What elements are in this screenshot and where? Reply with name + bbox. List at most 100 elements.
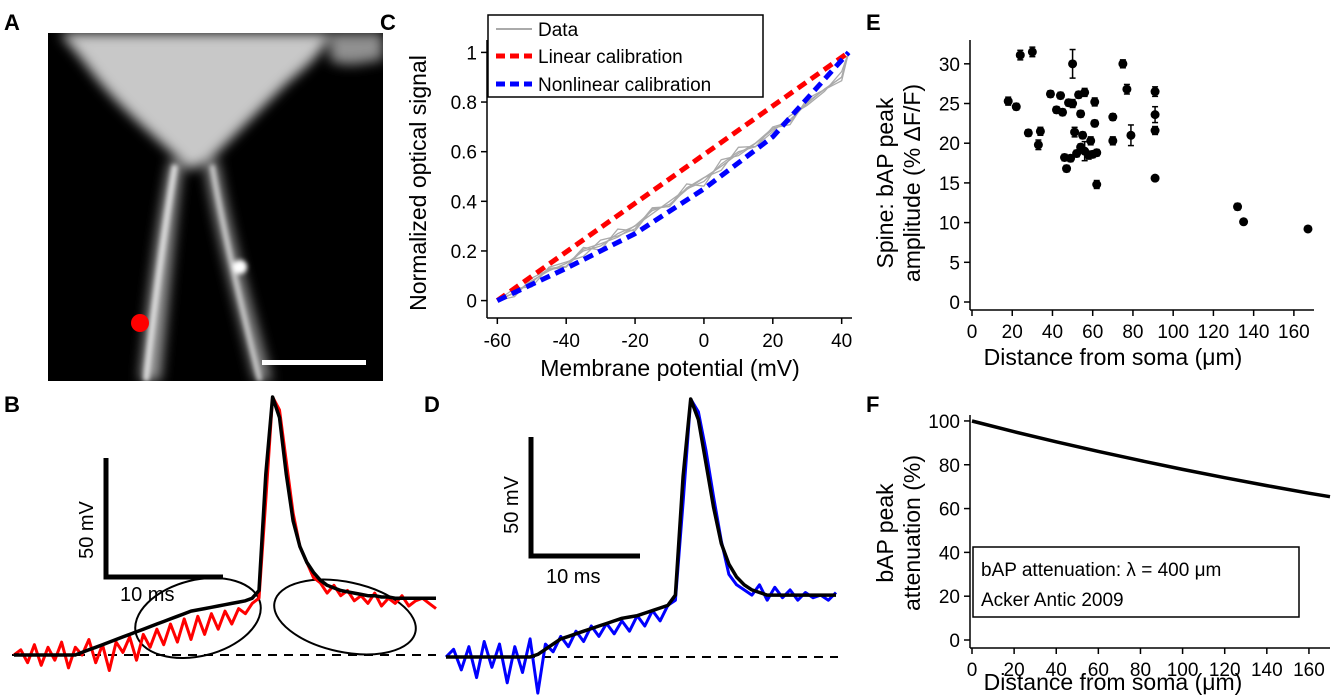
panel-e-point: [1150, 87, 1160, 97]
panel-e-ytick-label: 0: [949, 293, 960, 314]
panel-e-ytick-label: 20: [939, 134, 960, 155]
panel-e-point: [1126, 130, 1136, 140]
panel-e-point: [1233, 202, 1243, 212]
legend-label-linear: Linear calibration: [538, 47, 683, 68]
panel-e-point: [1023, 128, 1033, 138]
panel-e-point: [1090, 97, 1100, 107]
panel-e-point: [1058, 107, 1068, 117]
panel-e-ylabel-line2: amplitude (% ΔF/F): [899, 84, 925, 282]
panel-c-ytick-label: 0.4: [451, 192, 478, 213]
scalebar-b-v-label: 50 mV: [76, 500, 98, 558]
panel-f-xtick-label: 60: [1088, 660, 1109, 681]
panel-c-xtick-label: -20: [621, 331, 648, 352]
panel-c-ytick-label: 0: [466, 292, 477, 313]
panel-c-ytick-label: 0.8: [451, 93, 477, 114]
panel-e-point: [1092, 148, 1102, 158]
panel-e-point: [1118, 59, 1128, 69]
panel-c-xtick-label: 40: [831, 331, 852, 352]
panel-e-xtick-label: 20: [1002, 322, 1023, 343]
panel-e-ytick-label: 10: [939, 214, 960, 235]
panel-e-point: [1080, 87, 1090, 97]
panel-e-point: [1090, 118, 1100, 128]
panel-c-xtick-label: 0: [699, 331, 710, 352]
panel-f-xtick-label: 140: [1251, 660, 1283, 681]
panel-e-point: [1066, 153, 1076, 163]
panel-f-xtick-label: 40: [1046, 660, 1067, 681]
panel-f-xlabel: Distance from soma (μm): [984, 669, 1243, 695]
panel-c-nonlinear-line: [496, 50, 851, 303]
panel-d-fit-trace: [446, 397, 836, 659]
panel-c: Membrane potential (mV) Normalized optic…: [405, 14, 852, 381]
panel-c-legend-box: [487, 14, 764, 98]
panel-e-point: [1070, 127, 1080, 137]
scalebar-b: [103, 458, 223, 580]
panel-c-xtick-label: -40: [552, 331, 579, 352]
panel-e-point: [1150, 110, 1160, 120]
panel-e-point: [1078, 130, 1088, 140]
panel-f-xtick-label: 0: [967, 660, 978, 681]
panel-e-xtick-label: 60: [1082, 322, 1103, 343]
panel-f-ytick-label: 100: [928, 412, 960, 433]
panel-label-d: D: [424, 392, 440, 417]
panel-c-ylabel: Normalized optical signal: [405, 55, 431, 311]
panel-f-ytick-label: 20: [939, 587, 960, 608]
panel-e-point: [1027, 47, 1037, 57]
annotation-ellipse-right: [273, 578, 417, 656]
panel-c-ytick-label: 0.2: [451, 242, 477, 263]
panel-label-f: F: [866, 392, 879, 417]
panel-f-ytick-label: 40: [939, 543, 960, 564]
scale-bar: [262, 360, 366, 365]
panel-e-xtick-label: 100: [1157, 322, 1189, 343]
panel-e-xtick-label: 160: [1278, 322, 1310, 343]
panel-label-a: A: [4, 10, 20, 35]
panel-e-point: [1035, 126, 1045, 136]
panel-e-point: [1076, 109, 1086, 119]
panel-e-point: [1108, 136, 1118, 146]
legend-label-nonlinear: Nonlinear calibration: [538, 75, 711, 96]
scalebar-d-h-label: 10 ms: [546, 566, 600, 588]
panel-e-xtick-label: 40: [1042, 322, 1063, 343]
panel-f-annotation-line1: bAP attenuation: λ = 400 μm: [981, 560, 1221, 581]
panel-e-ytick-label: 15: [939, 174, 960, 195]
panel-e-point: [1092, 179, 1102, 189]
panel-e-point: [1045, 89, 1055, 99]
panel-e-point: [1150, 126, 1160, 136]
panel-f-ytick-label: 80: [939, 456, 960, 477]
panel-e-point: [1068, 59, 1078, 69]
panel-e: Distance from soma (μm) Spine: bAP peak …: [872, 40, 1314, 370]
panel-label-c: C: [380, 10, 396, 35]
panel-f-xtick-label: 80: [1130, 660, 1151, 681]
panel-e-point: [1108, 112, 1118, 122]
panel-e-xtick-label: 0: [967, 322, 978, 343]
panel-c-xlabel: Membrane potential (mV): [540, 355, 800, 381]
panel-f: Distance from soma (μm) bAP peak attenua…: [872, 412, 1331, 695]
panel-f-annotation-box: [972, 546, 1300, 618]
panel-c-linear-line: [495, 50, 851, 303]
panel-e-ytick-label: 25: [939, 95, 960, 116]
panel-f-annotation-line2: Acker Antic 2009: [981, 590, 1124, 611]
panel-c-xtick-label: 20: [762, 331, 783, 352]
panel-e-ytick-label: 30: [939, 55, 960, 76]
panel-e-point: [1150, 173, 1160, 183]
panel-f-ylabel-line2: attenuation (%): [899, 455, 925, 611]
panel-f-ytick-label: 60: [939, 500, 960, 521]
panel-a-micrograph: [48, 33, 383, 381]
panel-e-xlabel: Distance from soma (μm): [984, 344, 1243, 370]
panel-e-point: [1062, 164, 1072, 174]
panel-e-point: [1033, 140, 1043, 150]
panel-e-point: [1086, 136, 1096, 146]
panel-e-point: [1011, 102, 1021, 112]
panel-d-recorded-trace: [444, 397, 838, 695]
panel-e-point: [1239, 217, 1249, 227]
panel-f-xtick-label: 120: [1209, 660, 1241, 681]
legend-label-data: Data: [538, 20, 579, 41]
panel-e-point: [1122, 84, 1132, 94]
recording-site-marker: [131, 314, 149, 332]
panel-b: 50 mV 10 ms: [12, 395, 437, 672]
panel-e-point: [1056, 91, 1066, 101]
panel-c-ytick-label: 1: [466, 43, 477, 64]
panel-e-xtick-label: 140: [1238, 322, 1270, 343]
panel-e-xtick-label: 120: [1198, 322, 1230, 343]
panel-d: 50 mV 10 ms: [444, 397, 838, 695]
